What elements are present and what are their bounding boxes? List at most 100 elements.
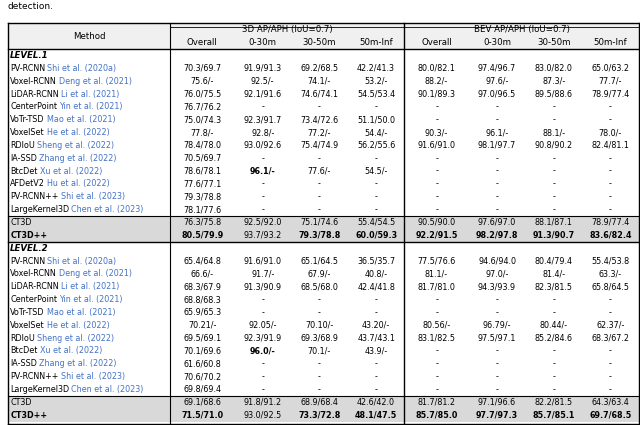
Text: 82.3/81.5: 82.3/81.5: [534, 282, 573, 291]
Text: -: -: [552, 115, 555, 124]
Text: 80.4/79.4: 80.4/79.4: [534, 257, 573, 266]
Text: VoTr-TSD: VoTr-TSD: [10, 115, 45, 124]
Text: 3D AP/APH (IoU=0.7): 3D AP/APH (IoU=0.7): [242, 26, 333, 34]
Text: 92.05/-: 92.05/-: [248, 321, 277, 330]
Bar: [8, 216, 639, 229]
Text: LiDAR-RCNN: LiDAR-RCNN: [10, 282, 59, 291]
Text: -: -: [374, 154, 378, 163]
Text: -: -: [609, 115, 612, 124]
Text: 88.1/87.1: 88.1/87.1: [535, 218, 573, 227]
Text: 94.3/93.9: 94.3/93.9: [478, 282, 516, 291]
Text: 83.6/82.4: 83.6/82.4: [589, 231, 632, 240]
Text: -: -: [318, 359, 321, 368]
Text: 50m-Inf: 50m-Inf: [593, 38, 627, 47]
Text: 69.1/68.6: 69.1/68.6: [183, 398, 221, 407]
Text: VoxelSet: VoxelSet: [10, 128, 45, 137]
Text: 50m-Inf: 50m-Inf: [359, 38, 393, 47]
Bar: [8, 229, 639, 242]
Text: 78.9/77.4: 78.9/77.4: [591, 218, 630, 227]
Text: -: -: [318, 308, 321, 317]
Text: 97.6/-: 97.6/-: [485, 76, 509, 86]
Text: -: -: [435, 192, 438, 201]
Text: LargeKernel3D: LargeKernel3D: [10, 385, 69, 394]
Text: 78.6/78.1: 78.6/78.1: [183, 167, 221, 176]
Text: 69.3/68.9: 69.3/68.9: [300, 334, 339, 343]
Bar: [8, 23, 639, 49]
Text: -: -: [374, 192, 378, 201]
Text: 77.6/77.1: 77.6/77.1: [183, 179, 221, 188]
Text: 85.2/84.6: 85.2/84.6: [534, 334, 573, 343]
Text: -: -: [435, 346, 438, 355]
Text: 75.4/74.9: 75.4/74.9: [300, 141, 339, 150]
Text: -: -: [374, 102, 378, 111]
Text: -: -: [318, 372, 321, 381]
Text: 54.4/-: 54.4/-: [364, 128, 388, 137]
Text: -: -: [435, 359, 438, 368]
Text: -: -: [552, 308, 555, 317]
Text: Yin et al. (2021): Yin et al. (2021): [59, 295, 123, 304]
Text: -: -: [374, 372, 378, 381]
Text: BtcDet: BtcDet: [10, 346, 38, 355]
Text: 88.2/-: 88.2/-: [425, 76, 448, 86]
Text: -: -: [552, 346, 555, 355]
Text: 98.1/97.7: 98.1/97.7: [478, 141, 516, 150]
Text: -: -: [552, 205, 555, 214]
Text: -: -: [495, 359, 499, 368]
Text: 43.20/-: 43.20/-: [362, 321, 390, 330]
Text: IA-SSD: IA-SSD: [10, 359, 37, 368]
Text: -: -: [261, 179, 264, 188]
Text: 56.2/55.6: 56.2/55.6: [357, 141, 395, 150]
Text: 65.8/64.5: 65.8/64.5: [591, 282, 629, 291]
Text: 92.5/92.0: 92.5/92.0: [244, 218, 282, 227]
Text: -: -: [261, 154, 264, 163]
Text: -: -: [435, 102, 438, 111]
Text: 53.2/-: 53.2/-: [364, 76, 388, 86]
Text: 68.8/68.3: 68.8/68.3: [184, 295, 221, 304]
Text: VoTr-TSD: VoTr-TSD: [10, 308, 45, 317]
Text: Xu et al. (2022): Xu et al. (2022): [40, 346, 102, 355]
Text: Voxel-RCNN: Voxel-RCNN: [10, 269, 57, 278]
Text: -: -: [552, 192, 555, 201]
Text: 80.56/-: 80.56/-: [422, 321, 451, 330]
Text: 74.6/74.1: 74.6/74.1: [300, 90, 339, 99]
Text: PV-RCNN: PV-RCNN: [10, 257, 45, 266]
Text: -: -: [609, 102, 612, 111]
Text: -: -: [435, 179, 438, 188]
Text: Voxel-RCNN: Voxel-RCNN: [10, 76, 57, 86]
Text: He et al. (2022): He et al. (2022): [47, 321, 109, 330]
Text: 96.1/-: 96.1/-: [485, 128, 509, 137]
Text: -: -: [552, 295, 555, 304]
Text: Chen et al. (2023): Chen et al. (2023): [71, 205, 143, 214]
Text: 80.44/-: 80.44/-: [540, 321, 568, 330]
Text: 89.5/88.6: 89.5/88.6: [534, 90, 573, 99]
Text: 62.37/-: 62.37/-: [596, 321, 625, 330]
Text: AFDetV2: AFDetV2: [10, 179, 45, 188]
Text: -: -: [495, 115, 499, 124]
Text: 93.7/93.2: 93.7/93.2: [244, 231, 282, 240]
Text: He et al. (2022): He et al. (2022): [47, 128, 109, 137]
Text: 71.5/71.0: 71.5/71.0: [181, 411, 223, 419]
Text: 42.4/41.8: 42.4/41.8: [357, 282, 395, 291]
Text: 48.1/47.5: 48.1/47.5: [355, 411, 397, 419]
Text: 77.7/-: 77.7/-: [598, 76, 622, 86]
Text: -: -: [374, 179, 378, 188]
Text: 70.6/70.2: 70.6/70.2: [183, 372, 221, 381]
Text: 30-50m: 30-50m: [537, 38, 570, 47]
Text: LiDAR-RCNN: LiDAR-RCNN: [10, 90, 59, 99]
Text: -: -: [609, 154, 612, 163]
Text: 78.0/-: 78.0/-: [599, 128, 622, 137]
Text: PV-RCNN++: PV-RCNN++: [10, 192, 59, 201]
Text: Mao et al. (2021): Mao et al. (2021): [47, 115, 115, 124]
Text: 79.3/78.8: 79.3/78.8: [183, 192, 221, 201]
Text: -: -: [435, 372, 438, 381]
Text: 91.8/91.2: 91.8/91.2: [244, 398, 282, 407]
Text: 97.7/97.3: 97.7/97.3: [476, 411, 518, 419]
Text: -: -: [495, 179, 499, 188]
Text: Deng et al. (2021): Deng et al. (2021): [59, 76, 132, 86]
Text: 77.5/76.6: 77.5/76.6: [417, 257, 456, 266]
Text: 91.9/91.3: 91.9/91.3: [244, 64, 282, 73]
Text: PV-RCNN++: PV-RCNN++: [10, 372, 59, 381]
Text: 65.1/64.5: 65.1/64.5: [300, 257, 339, 266]
Text: 92.1/91.6: 92.1/91.6: [244, 90, 282, 99]
Text: -: -: [495, 295, 499, 304]
